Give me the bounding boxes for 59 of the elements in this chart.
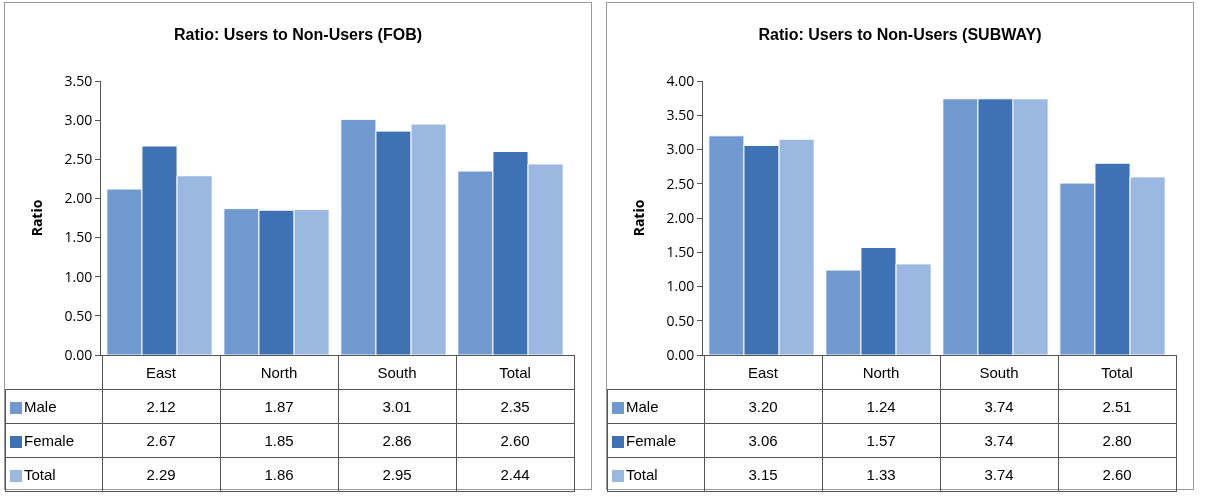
y-tick-label: 1.00 [64, 266, 93, 286]
y-tick-label: 0.00 [64, 344, 93, 364]
y-axis-title: Ratio [629, 199, 649, 237]
legend-label: Total [24, 466, 56, 483]
y-tick-label: 2.00 [666, 207, 695, 227]
text: 3.74 [984, 398, 1014, 415]
text: 3.15 [748, 466, 778, 483]
y-tick-label: 0.50 [666, 310, 695, 330]
y-tick-label: 3.50 [666, 105, 695, 125]
text: 1.33 [866, 466, 896, 483]
y-tick-label: 3.00 [64, 110, 93, 130]
text: 2.86 [382, 432, 412, 449]
text: 2.35 [500, 398, 530, 415]
text: 2.80 [1102, 432, 1132, 449]
legend-label: Male [24, 398, 57, 415]
legend-label: Female [24, 432, 75, 449]
y-tick-label: 2.50 [64, 149, 93, 169]
text: 2.12 [146, 398, 176, 415]
y-tick-label: 4.00 [666, 70, 695, 90]
text: 3.06 [748, 432, 778, 449]
y-tick-label: 3.50 [64, 70, 93, 90]
x-tick-label: East [704, 355, 822, 390]
x-tick-label: Total [1058, 355, 1176, 390]
text: 2.60 [500, 432, 530, 449]
chart-title: Ratio: Users to Non-Users (FOB) [173, 25, 423, 43]
text: 3.20 [748, 398, 778, 415]
chart-title: Ratio: Users to Non-Users (SUBWAY) [758, 25, 1042, 43]
text: 1.24 [866, 398, 896, 415]
text: 3.74 [984, 466, 1014, 483]
text: 1.87 [264, 398, 294, 415]
text: 3.74 [984, 432, 1014, 449]
x-tick-label: South [940, 355, 1058, 390]
y-axis-title: Ratio [27, 199, 47, 237]
text: 1.86 [264, 466, 294, 483]
y-tick-label: 0.50 [64, 305, 93, 325]
y-tick-label: 1.00 [666, 276, 695, 296]
text: 2.95 [382, 466, 412, 483]
x-tick-label: North [220, 355, 338, 390]
y-tick-label: 1.50 [64, 227, 93, 247]
y-tick-label: 2.00 [64, 188, 93, 208]
y-tick-label: 2.50 [666, 173, 695, 193]
y-tick-label: 0.00 [666, 344, 695, 364]
legend-label: Female [626, 432, 677, 449]
text: 2.67 [146, 432, 176, 449]
legend-label: Total [626, 466, 658, 483]
text: 2.44 [500, 466, 530, 483]
text: 1.57 [866, 432, 896, 449]
y-tick-label: 3.00 [666, 139, 695, 159]
y-tick-label: 1.50 [666, 242, 695, 262]
x-tick-label: South [338, 355, 456, 390]
x-tick-label: North [822, 355, 940, 390]
text: 1.85 [264, 432, 294, 449]
text: 2.51 [1102, 398, 1132, 415]
text: 2.29 [146, 466, 176, 483]
x-tick-label: Total [456, 355, 574, 390]
text: 2.60 [1102, 466, 1132, 483]
legend-label: Male [626, 398, 659, 415]
text: 3.01 [382, 398, 412, 415]
x-tick-label: East [102, 355, 220, 390]
